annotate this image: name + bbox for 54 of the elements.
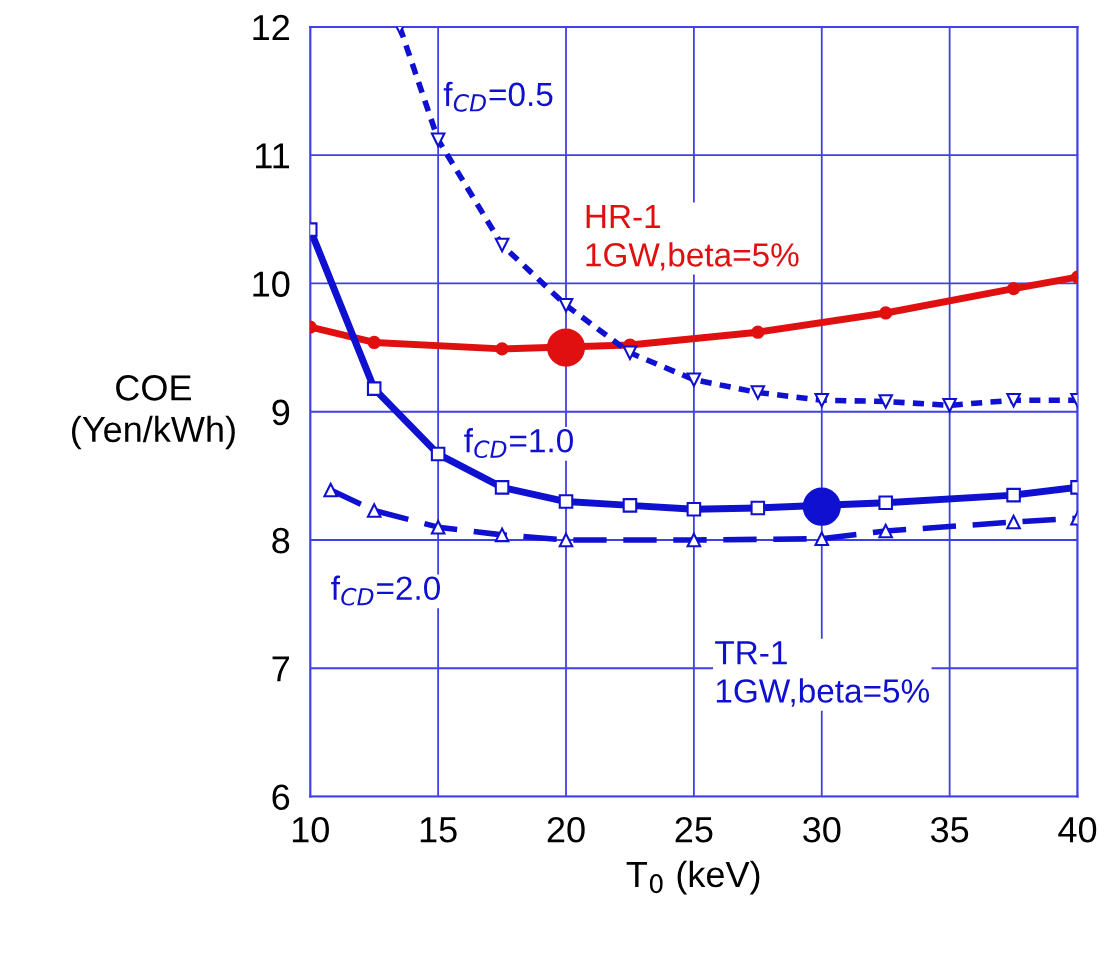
point xyxy=(430,132,446,148)
point xyxy=(750,385,766,400)
point xyxy=(622,498,638,513)
x-tick-label: 20 xyxy=(547,816,585,843)
y-axis-title: COE (Yen/kWh) xyxy=(72,375,235,450)
x-tick-label: 35 xyxy=(930,816,969,843)
point xyxy=(814,392,830,408)
series-label: f$_{CD}$=1.0 xyxy=(464,428,573,459)
point xyxy=(879,306,893,320)
point xyxy=(686,372,702,387)
x-tick-label: 40 xyxy=(1058,816,1097,843)
point xyxy=(494,527,510,543)
x-tick-label: 25 xyxy=(675,816,713,843)
point xyxy=(558,494,574,509)
point xyxy=(686,501,702,517)
point xyxy=(367,335,381,350)
y-tick-label: 6 xyxy=(272,784,290,810)
point xyxy=(495,342,509,356)
x-tick-label: 30 xyxy=(803,816,841,843)
point xyxy=(430,446,446,462)
x-tick-label: 10 xyxy=(292,816,329,843)
point xyxy=(1006,514,1021,530)
point xyxy=(686,532,702,548)
point xyxy=(366,381,382,396)
point xyxy=(942,398,957,413)
series-label: f$_{CD}$=0.5 xyxy=(443,81,553,112)
point xyxy=(814,531,830,547)
y-tick-label: 12 xyxy=(253,14,289,41)
y-tick-label: 9 xyxy=(272,399,290,426)
point xyxy=(323,482,338,498)
x-tick-label: 15 xyxy=(420,817,457,843)
y-tick-label: 8 xyxy=(272,527,290,554)
y-tick-label: 10 xyxy=(253,271,290,297)
point xyxy=(878,523,893,539)
y-tick-label: 7 xyxy=(272,656,289,682)
point xyxy=(546,328,586,367)
point xyxy=(558,532,574,548)
point xyxy=(430,519,446,535)
point xyxy=(878,495,893,511)
x-axis-title: T$_{0}$ (keV) xyxy=(626,860,760,895)
point xyxy=(750,500,766,516)
series-label: HR-1 1GW,beta=5% xyxy=(586,205,799,271)
point xyxy=(878,394,893,409)
point xyxy=(494,237,510,253)
point xyxy=(366,503,382,518)
point xyxy=(802,487,841,526)
point xyxy=(494,480,510,495)
point xyxy=(1006,487,1021,503)
point xyxy=(622,345,638,361)
y-tick-label: 11 xyxy=(256,143,290,169)
point xyxy=(751,325,765,339)
point xyxy=(1006,282,1021,296)
annotation: TR-1 1GW,beta=5% xyxy=(715,641,930,707)
series-label: f$_{CD}$=2.0 xyxy=(331,575,440,606)
